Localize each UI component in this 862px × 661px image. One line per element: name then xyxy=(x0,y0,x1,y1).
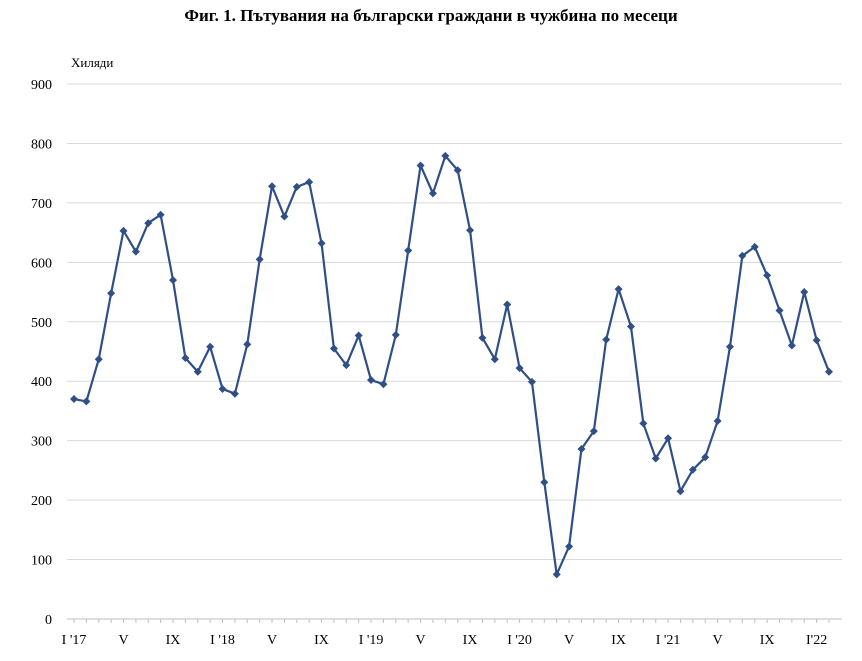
data-point xyxy=(379,380,388,389)
x-tick-labels: I '17 V IX I '18 V IX I '19 V IX I '20 V IX I '21 V IX… xyxy=(62,633,828,648)
data-point xyxy=(713,417,722,426)
x-tick-label: I '18 xyxy=(210,633,235,648)
y-tick-label: 100 xyxy=(31,554,52,569)
y-tick-label: 200 xyxy=(31,494,52,509)
x-tick-label: IX xyxy=(166,633,181,648)
y-tick-label: 300 xyxy=(31,435,52,450)
x-tick-label: I '21 xyxy=(656,633,681,648)
y-tick-label: 800 xyxy=(31,137,52,152)
data-point xyxy=(119,226,128,235)
data-point xyxy=(268,182,277,191)
x-tick-label: IX xyxy=(314,633,329,648)
gridlines xyxy=(67,83,842,561)
data-point xyxy=(478,333,487,342)
data-point xyxy=(602,335,611,344)
data-point xyxy=(589,427,598,436)
data-points xyxy=(70,151,833,579)
data-point xyxy=(280,212,289,221)
data-point xyxy=(144,219,153,228)
data-point xyxy=(218,384,227,393)
data-point xyxy=(107,289,116,298)
data-point xyxy=(131,247,140,256)
data-point xyxy=(651,454,660,463)
chart-title: Фиг. 1. Пътувания на български граждани … xyxy=(184,6,678,25)
series-path xyxy=(73,154,831,576)
data-point xyxy=(515,364,524,373)
data-point xyxy=(763,271,772,280)
x-tick-label: V xyxy=(118,633,128,648)
data-point xyxy=(787,341,796,350)
data-point xyxy=(626,322,635,331)
data-point xyxy=(156,210,165,219)
x-tick-label: V xyxy=(415,633,425,648)
x-tick-label: I '19 xyxy=(359,633,384,648)
y-tick-label: 0 xyxy=(45,613,52,628)
data-point xyxy=(725,342,734,351)
series-line xyxy=(73,154,831,576)
data-point xyxy=(750,242,759,251)
data-point xyxy=(317,239,326,248)
x-tick-label: V xyxy=(564,633,574,648)
axes xyxy=(67,618,842,623)
data-point xyxy=(738,251,747,260)
x-tick-label: IX xyxy=(611,633,626,648)
data-point xyxy=(614,285,623,294)
data-point xyxy=(577,444,586,453)
data-point xyxy=(70,395,78,404)
data-point xyxy=(466,226,475,235)
data-point xyxy=(230,389,239,398)
data-point xyxy=(82,397,91,406)
data-point xyxy=(342,361,351,370)
data-point xyxy=(181,354,190,363)
data-point xyxy=(367,376,376,385)
data-point xyxy=(292,182,301,191)
data-point xyxy=(329,344,338,353)
data-point xyxy=(775,306,784,315)
y-tick-label: 400 xyxy=(31,375,52,390)
data-point xyxy=(243,340,252,349)
data-point xyxy=(664,434,673,443)
data-point xyxy=(812,336,821,345)
data-point xyxy=(193,367,202,376)
data-point xyxy=(639,419,648,428)
y-tick-labels: 0 100 200 300 400 500 600 700 800 900 xyxy=(31,78,52,628)
data-point xyxy=(441,151,450,160)
x-tick-label: IX xyxy=(760,633,775,648)
data-point xyxy=(391,330,400,339)
data-point xyxy=(676,487,685,496)
data-point xyxy=(453,166,462,175)
y-tick-label: 700 xyxy=(31,197,52,212)
data-point xyxy=(565,542,574,551)
data-point xyxy=(169,276,178,285)
x-tick-label: V xyxy=(713,633,723,648)
data-point xyxy=(701,453,710,462)
x-tick-label: IX xyxy=(463,633,478,648)
data-point xyxy=(503,300,512,309)
data-point xyxy=(527,377,536,386)
data-point xyxy=(255,255,264,264)
data-point xyxy=(354,331,363,340)
x-tick-label: I'22 xyxy=(806,633,827,648)
data-point xyxy=(540,478,549,487)
y-tick-label: 900 xyxy=(31,78,52,93)
data-point xyxy=(688,465,697,474)
data-point xyxy=(305,178,314,187)
data-point xyxy=(94,355,103,364)
data-point xyxy=(825,367,833,376)
data-point xyxy=(490,355,499,364)
y-tick-label: 600 xyxy=(31,256,52,271)
data-point xyxy=(428,189,437,198)
data-point xyxy=(206,342,215,351)
data-point xyxy=(404,246,413,255)
y-tick-label: 500 xyxy=(31,316,52,331)
x-tick-label: I '20 xyxy=(507,633,532,648)
y-axis-unit-label: Хиляди xyxy=(71,55,114,70)
data-point xyxy=(552,570,561,579)
data-point xyxy=(416,161,425,170)
x-tick-label: V xyxy=(267,633,277,648)
x-tick-label: I '17 xyxy=(62,633,87,648)
data-point xyxy=(800,288,809,297)
